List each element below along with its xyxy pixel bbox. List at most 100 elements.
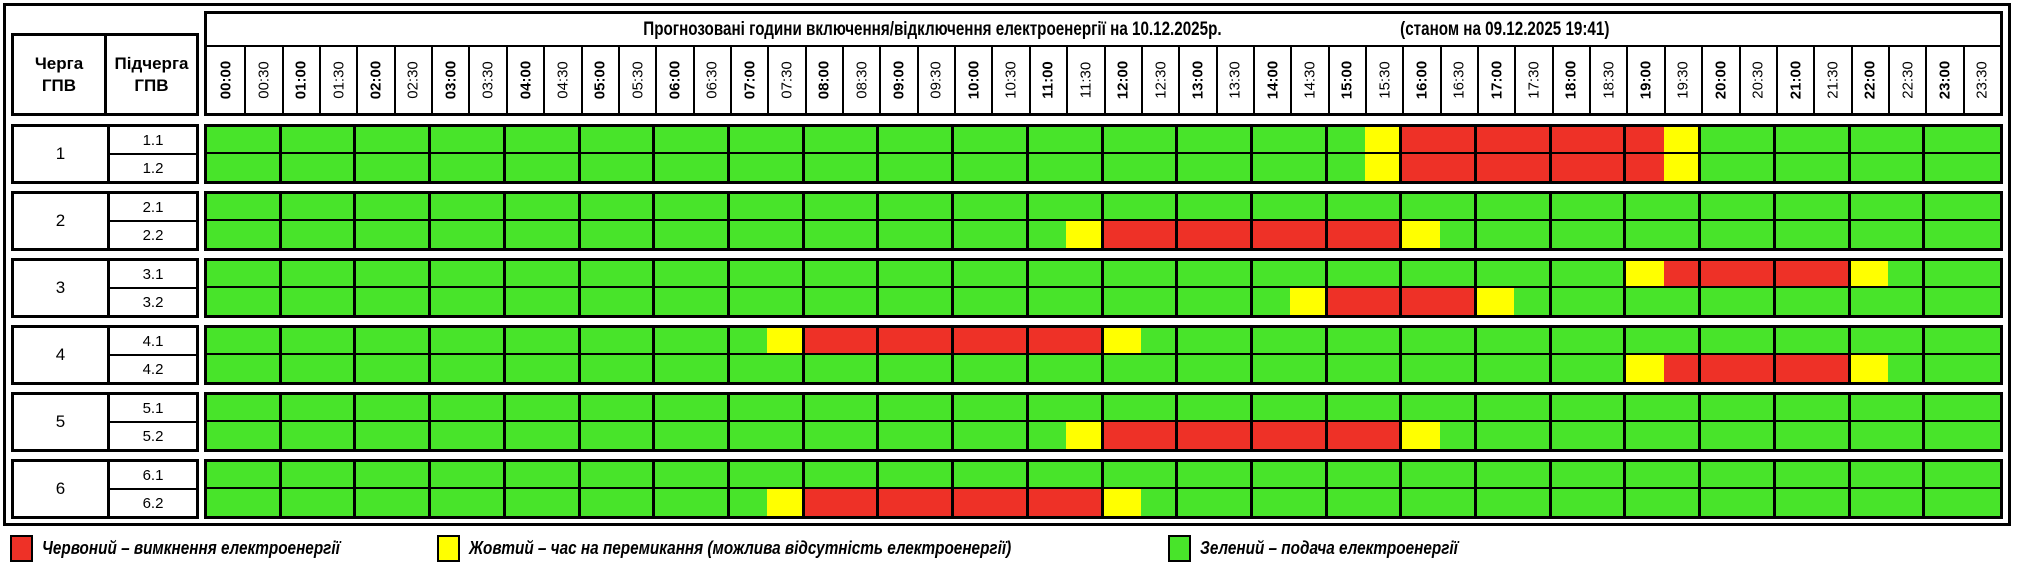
slot-2.1-15:00 xyxy=(1327,194,1365,221)
slot-4.1-19:00 xyxy=(1626,328,1664,355)
slot-1.2-06:30 xyxy=(692,154,730,181)
slot-3.2-15:30 xyxy=(1364,288,1403,315)
slot-3.1-17:30 xyxy=(1514,261,1552,288)
time-header-cell-19:30: 19:30 xyxy=(1663,47,1701,113)
queue-label-box: 5 5.1 5.2 xyxy=(11,392,199,452)
slot-2.2-18:00 xyxy=(1551,221,1590,248)
slot-1.2-04:00 xyxy=(505,154,544,181)
slot-5.1-03:30 xyxy=(468,395,506,422)
slot-6.2-04:30 xyxy=(543,489,581,516)
slot-3.2-07:00 xyxy=(729,288,768,315)
slot-4.2-18:30 xyxy=(1589,355,1627,382)
slot-6.1-18:00 xyxy=(1551,462,1590,489)
slot-3.1-23:30 xyxy=(1962,261,2000,288)
subqueue-label-3.2: 3.2 xyxy=(142,293,164,311)
slot-2.2-02:30 xyxy=(393,221,432,248)
slot-5.1-17:00 xyxy=(1477,395,1515,422)
slot-4.2-20:00 xyxy=(1701,355,1739,382)
slot-5.1-19:00 xyxy=(1626,395,1664,422)
queue-number: 1 xyxy=(14,127,110,181)
slot-4.2-14:00 xyxy=(1252,355,1291,382)
slot-6.2-06:30 xyxy=(692,489,730,516)
slot-6.2-13:00 xyxy=(1178,489,1216,516)
time-header-cell-07:00: 07:00 xyxy=(729,47,767,113)
slot-6.2-22:30 xyxy=(1887,489,1926,516)
slot-6.2-10:30 xyxy=(991,489,1029,516)
slot-5.2-21:00 xyxy=(1775,422,1814,449)
slot-5.2-05:00 xyxy=(580,422,618,449)
slot-6.1-14:00 xyxy=(1252,462,1291,489)
slot-2.1-08:00 xyxy=(804,194,843,221)
slot-2.1-15:30 xyxy=(1364,194,1403,221)
slot-3.2-21:00 xyxy=(1775,288,1814,315)
slot-4.1-21:00 xyxy=(1775,328,1814,355)
slot-2.1-18:00 xyxy=(1551,194,1590,221)
slot-4.2-04:30 xyxy=(543,355,581,382)
slot-5.1-21:00 xyxy=(1775,395,1814,422)
slot-5.2-09:30 xyxy=(916,422,955,449)
slot-6.2-12:30 xyxy=(1140,489,1179,516)
slot-4.2-21:00 xyxy=(1775,355,1814,382)
slot-3.2-14:30 xyxy=(1290,288,1328,315)
slot-grid-queue-3 xyxy=(204,258,2003,318)
slot-5.2-06:00 xyxy=(655,422,693,449)
slot-3.1-09:30 xyxy=(916,261,955,288)
slot-1.2-21:00 xyxy=(1775,154,1814,181)
slot-1.2-22:30 xyxy=(1887,154,1926,181)
slot-5.2-15:00 xyxy=(1327,422,1365,449)
slot-3.2-10:30 xyxy=(991,288,1029,315)
slot-1.1-18:30 xyxy=(1589,127,1627,154)
slot-3.1-16:00 xyxy=(1402,261,1440,288)
slot-1.1-23:30 xyxy=(1962,127,2000,154)
slot-3.2-18:00 xyxy=(1551,288,1590,315)
slot-1.2-21:30 xyxy=(1813,154,1851,181)
slot-6.1-23:30 xyxy=(1962,462,2000,489)
slot-3.1-03:00 xyxy=(431,261,469,288)
slot-1.2-01:30 xyxy=(319,154,357,181)
slot-1.2-11:00 xyxy=(1028,154,1067,181)
slot-1.2-17:00 xyxy=(1477,154,1515,181)
slot-5.1-18:30 xyxy=(1589,395,1627,422)
slot-5.2-10:00 xyxy=(954,422,992,449)
slot-4.2-12:30 xyxy=(1140,355,1179,382)
time-header-cell-00:00: 00:00 xyxy=(217,60,235,100)
time-header-cell-05:30: 05:30 xyxy=(617,47,655,113)
slot-2.1-02:00 xyxy=(356,194,394,221)
slot-5.2-19:00 xyxy=(1626,422,1664,449)
slot-1.2-18:00 xyxy=(1551,154,1590,181)
slot-3.2-11:30 xyxy=(1066,288,1104,315)
slot-6.2-18:00 xyxy=(1551,489,1590,516)
slot-5.1-14:30 xyxy=(1290,395,1328,422)
slot-3.1-08:30 xyxy=(842,261,880,288)
slot-3.1-10:30 xyxy=(991,261,1029,288)
legend-item-yellow: Жовтий – час на перемикання (можлива від… xyxy=(437,535,1107,562)
slot-4.1-13:30 xyxy=(1215,328,1253,355)
time-header-cell-14:00: 14:00 xyxy=(1252,47,1290,113)
slot-3.1-01:00 xyxy=(281,261,320,288)
slot-3.2-07:30 xyxy=(767,288,805,315)
slot-3.1-07:30 xyxy=(767,261,805,288)
slot-6.2-23:00 xyxy=(1925,489,1963,516)
legend-item-green: Зелений – подача електроенергії xyxy=(1168,535,1503,562)
slot-2.1-20:30 xyxy=(1738,194,1776,221)
slot-2.2-01:00 xyxy=(281,221,320,248)
slot-5.1-00:30 xyxy=(244,395,282,422)
legend: Червоний – вимкнення електроенергії Жовти… xyxy=(0,535,2020,567)
slot-4.1-07:30 xyxy=(767,328,805,355)
slot-1.2-07:30 xyxy=(767,154,805,181)
slot-3.2-23:30 xyxy=(1962,288,2000,315)
slot-3.1-01:30 xyxy=(319,261,357,288)
time-header-cell-18:00: 18:00 xyxy=(1551,47,1589,113)
slot-4.1-10:00 xyxy=(954,328,992,355)
slot-1.2-15:00 xyxy=(1327,154,1365,181)
slot-4.2-05:30 xyxy=(617,355,656,382)
slot-1.2-05:00 xyxy=(580,154,618,181)
slot-6.1-08:30 xyxy=(842,462,880,489)
slot-5.1-23:30 xyxy=(1962,395,2000,422)
slot-5.2-00:30 xyxy=(244,422,282,449)
slot-4.1-23:00 xyxy=(1925,328,1963,355)
slot-4.1-04:00 xyxy=(505,328,544,355)
slot-6.1-11:30 xyxy=(1066,462,1104,489)
time-header-cell-07:30: 07:30 xyxy=(767,47,804,113)
slot-5.1-06:00 xyxy=(655,395,693,422)
